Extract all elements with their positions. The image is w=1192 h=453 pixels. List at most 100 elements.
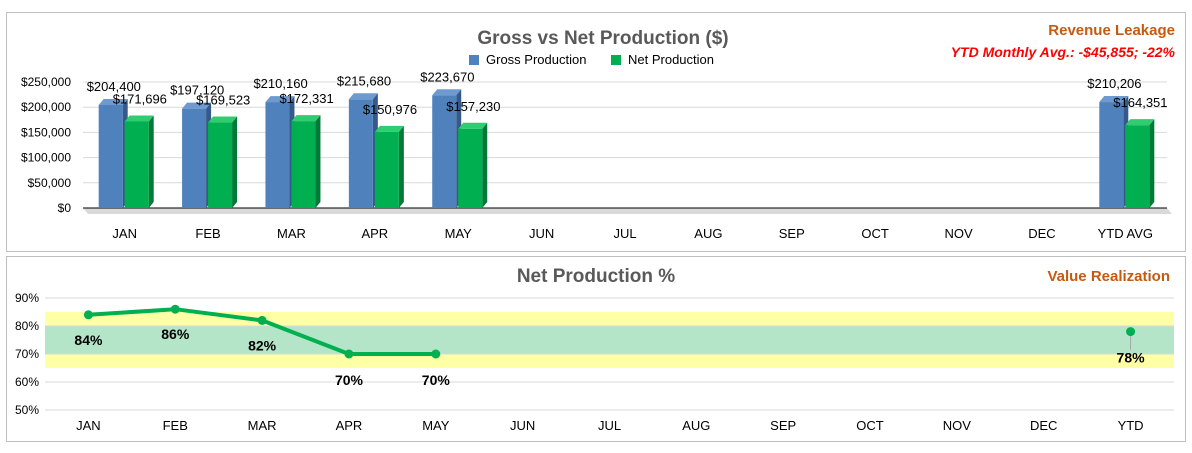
data-label-net: $164,351	[1113, 95, 1167, 110]
chart-title: Gross vs Net Production ($)	[477, 28, 728, 49]
data-label-gross: $210,206	[1087, 76, 1141, 91]
data-label-pct: 86%	[161, 326, 190, 342]
data-label-net: $150,976	[363, 102, 417, 117]
bar-gross-top	[265, 96, 295, 103]
data-label-net: $172,331	[279, 91, 333, 106]
data-label-gross: $204,400	[87, 79, 141, 94]
x-tick-label: JUN	[529, 226, 554, 241]
bar-net-side	[148, 115, 154, 208]
value-realization-title: Value Realization	[1047, 268, 1170, 285]
y-tick-label: 90%	[15, 291, 39, 305]
x-tick-label: FEB	[163, 418, 188, 433]
x-tick-label: DEC	[1030, 418, 1057, 433]
x-tick-label: AUG	[694, 226, 722, 241]
bar-net-top	[1125, 119, 1155, 126]
bar-gross	[98, 104, 123, 208]
net-pct-point	[257, 315, 267, 325]
x-tick-label: YTD	[1118, 418, 1144, 433]
bar-net	[458, 128, 483, 208]
net-pct-point	[83, 310, 93, 320]
legend-label-net: Net Production	[628, 52, 714, 67]
bar-net	[124, 121, 149, 208]
bar-gross-top	[98, 98, 128, 105]
data-label-pct: 70%	[422, 372, 451, 388]
data-label-gross: $223,670	[420, 69, 474, 84]
bar-gross-top	[348, 93, 378, 100]
bar-net	[374, 131, 399, 208]
bar-net-side	[315, 115, 321, 208]
x-tick-label: DEC	[1028, 226, 1055, 241]
bar-gross-top	[182, 102, 212, 109]
y-tick-label: 60%	[15, 375, 39, 389]
bar-net-side	[398, 125, 404, 208]
bar-gross-top	[432, 89, 462, 96]
ytd-pct-point	[1126, 327, 1136, 337]
gross-vs-net-chart: Gross vs Net Production ($) Gross Produc…	[21, 22, 1176, 241]
net-pct-point	[431, 349, 441, 359]
bar-net	[1125, 125, 1150, 208]
legend-label-gross: Gross Production	[486, 52, 586, 67]
chart-legend: Gross Production Net Production	[469, 52, 714, 67]
net-production-pct-chart: Net Production % Value Realization 50% 60…	[15, 266, 1174, 433]
x-tick-label: OCT	[861, 226, 889, 241]
y-tick-label: $250,000	[21, 75, 71, 89]
y-tick-label: $100,000	[21, 151, 71, 165]
y-tick-label: 70%	[15, 347, 39, 361]
bar-gross	[182, 108, 207, 208]
data-label-gross: $197,120	[170, 83, 224, 98]
x-tick-label: SEP	[779, 226, 805, 241]
bar-net-top	[458, 122, 488, 129]
bar-net	[208, 122, 233, 208]
bar-gross	[1099, 102, 1124, 208]
data-label-pct: 84%	[74, 332, 103, 348]
data-label-gross: $215,680	[337, 73, 391, 88]
x-tick-label: JAN	[112, 226, 137, 241]
chart-floor	[83, 208, 1172, 214]
ytd-monthly-avg-note: YTD Monthly Avg.: -$45,855; -22%	[951, 44, 1176, 60]
bar-net-top	[291, 115, 321, 122]
bar-gross-top	[1099, 96, 1129, 103]
x-tick-label: APR	[361, 226, 388, 241]
x-tick-label: OCT	[856, 418, 884, 433]
bar-gross	[348, 99, 373, 208]
bar-net-top	[374, 125, 404, 132]
x-tick-label: NOV	[944, 226, 973, 241]
bar-gross	[432, 95, 457, 208]
x-tick-label: MAY	[422, 418, 450, 433]
net-pct-point	[170, 304, 180, 314]
data-label-net: $169,523	[196, 93, 250, 108]
bar-net-side	[482, 122, 488, 208]
y-tick-label: $150,000	[21, 125, 71, 139]
y-tick-label: $0	[58, 201, 72, 215]
x-tick-label: APR	[336, 418, 363, 433]
data-label-pct: 70%	[335, 372, 364, 388]
bar-gross	[265, 102, 290, 208]
data-label-ytd-pct: 78%	[1117, 350, 1146, 366]
chart-title: Net Production %	[517, 266, 675, 287]
bar-net-side	[1149, 119, 1155, 208]
bar-net-side	[232, 116, 238, 208]
target-band-inner	[45, 326, 1174, 354]
data-label-net: $171,696	[113, 91, 167, 106]
gross-vs-net-panel: Gross vs Net Production ($) Gross Produc…	[6, 12, 1186, 252]
legend-swatch-net	[611, 55, 621, 65]
y-tick-label: 80%	[15, 319, 39, 333]
net-production-pct-panel: Net Production % Value Realization 50% 60…	[6, 256, 1186, 442]
x-tick-label: JUL	[613, 226, 636, 241]
bar-net	[291, 121, 316, 208]
revenue-leakage-title: Revenue Leakage	[1048, 22, 1175, 39]
x-tick-label: AUG	[682, 418, 710, 433]
x-tick-label: MAR	[277, 226, 306, 241]
x-tick-label: MAY	[445, 226, 473, 241]
bar-net-top	[208, 116, 238, 123]
x-tick-label: NOV	[943, 418, 972, 433]
x-tick-label: JAN	[76, 418, 101, 433]
y-tick-label: $50,000	[28, 176, 72, 190]
x-tick-label: MAR	[248, 418, 277, 433]
x-tick-label: FEB	[195, 226, 220, 241]
net-pct-point	[344, 349, 354, 359]
x-tick-label: SEP	[770, 418, 796, 433]
x-tick-label: JUN	[510, 418, 535, 433]
data-label-pct: 82%	[248, 337, 277, 353]
x-tick-label: YTD AVG	[1098, 226, 1153, 241]
